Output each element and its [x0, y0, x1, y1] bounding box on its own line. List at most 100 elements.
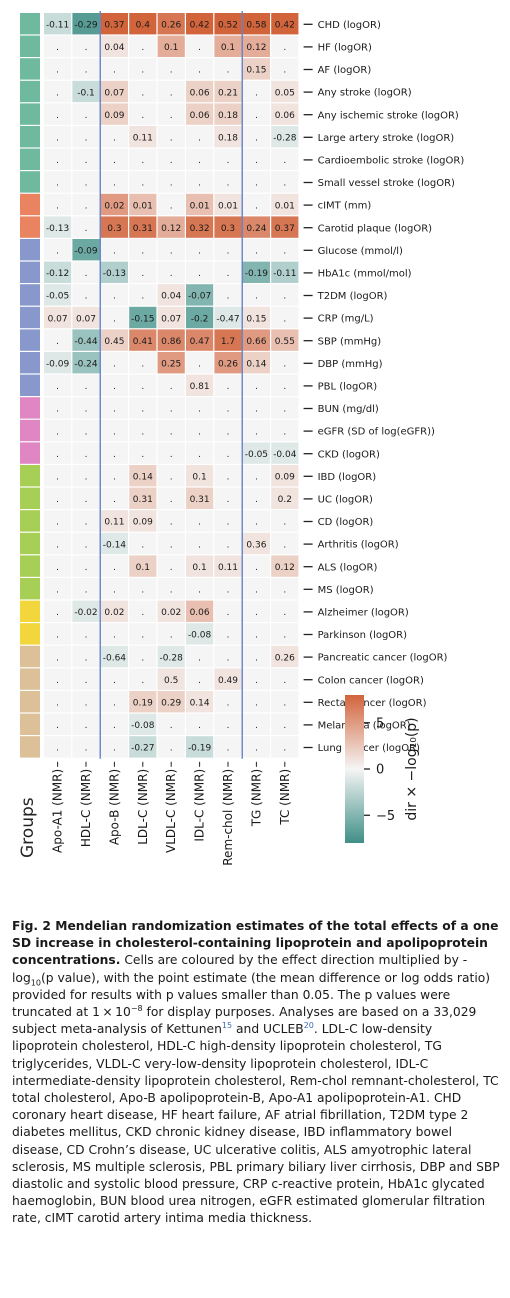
cell-value: .	[56, 66, 59, 76]
cell-value: 0.5	[164, 676, 178, 686]
cell-value: .	[283, 292, 286, 302]
heatmap-cell	[44, 713, 72, 735]
cell-value: 0.04	[104, 43, 124, 53]
heatmap-cell	[214, 80, 242, 103]
cell-value: .	[255, 518, 258, 528]
heatmap-cell	[72, 419, 100, 442]
cell-value: -0.08	[131, 721, 155, 731]
cell-value: -0.64	[103, 653, 127, 663]
heatmap-cell	[271, 171, 299, 193]
column-label: VLDL-C (NMR)	[164, 769, 178, 853]
cell-value: .	[141, 247, 144, 257]
cell-value: 0.06	[190, 608, 210, 618]
heatmap-cell	[242, 555, 270, 577]
heatmap-cell	[100, 193, 128, 216]
group-cell	[20, 600, 40, 622]
heatmap-cell	[186, 261, 214, 283]
cell-value: 0.86	[161, 337, 181, 347]
heatmap-cell	[186, 216, 214, 238]
group-cell	[20, 148, 40, 170]
heatmap-cell	[242, 465, 270, 487]
cell-value: .	[170, 744, 173, 754]
heatmap-cell	[157, 58, 185, 80]
cell-value: 0.36	[246, 540, 266, 550]
heatmap-cell	[271, 58, 299, 80]
heatmap-cell	[242, 600, 270, 622]
cell-value: .	[198, 43, 201, 53]
cell-value: -0.13	[103, 269, 126, 279]
cell-value: 1.7	[221, 337, 235, 347]
cell-value: .	[113, 495, 116, 505]
cell-value: .	[56, 88, 59, 98]
heatmap-cell	[242, 261, 270, 283]
caption-text-1: Cells are coloured by the effect directi…	[12, 953, 468, 985]
heatmap-cell	[186, 306, 214, 329]
colorbar-tick-label: 0	[376, 763, 384, 778]
heatmap-cell	[44, 306, 72, 329]
heatmap-cell	[129, 171, 157, 193]
heatmap-cell	[100, 532, 128, 555]
cell-value: -0.09	[46, 360, 70, 370]
heatmap-cell	[186, 668, 214, 690]
cell-value: .	[85, 721, 88, 731]
heatmap-cell	[129, 148, 157, 170]
cell-value: .	[56, 405, 59, 415]
cell-value: .	[113, 314, 116, 324]
cell-value: .	[255, 721, 258, 731]
row-label: HF (logOR)	[318, 43, 372, 54]
heatmap-cell	[44, 216, 72, 238]
heatmap-cell	[186, 510, 214, 532]
cell-value: .	[170, 405, 173, 415]
heatmap-cell	[242, 442, 270, 464]
cell-value: -0.08	[188, 631, 212, 641]
heatmap-cell	[186, 13, 214, 35]
cell-value: 0.26	[275, 653, 295, 663]
heatmap-cell	[157, 148, 185, 170]
heatmap-cell	[186, 239, 214, 261]
cell-value: .	[85, 450, 88, 460]
heatmap-cell	[186, 691, 214, 713]
cell-value: .	[56, 382, 59, 392]
cell-value: .	[56, 721, 59, 731]
heatmap-cell	[129, 419, 157, 442]
heatmap-cell	[186, 35, 214, 57]
heatmap-cell	[100, 442, 128, 464]
cell-value: .	[113, 382, 116, 392]
heatmap-cell	[214, 623, 242, 645]
cell-value: .	[255, 586, 258, 596]
cell-value: .	[113, 427, 116, 437]
heatmap-cell	[186, 148, 214, 170]
cell-value: .	[141, 608, 144, 618]
heatmap-cell	[72, 239, 100, 261]
heatmap-cell	[242, 103, 270, 125]
heatmap-cell	[214, 713, 242, 735]
cell-value: .	[283, 382, 286, 392]
heatmap-cell	[44, 645, 72, 668]
cell-value: 0.07	[161, 314, 181, 324]
cell-value: .	[170, 201, 173, 211]
group-cell	[20, 623, 40, 645]
heatmap-cell	[214, 306, 242, 329]
cell-value: .	[283, 43, 286, 53]
cell-value: .	[85, 66, 88, 76]
cell-value: 0.02	[161, 608, 181, 618]
row-label: PBL (logOR)	[318, 382, 378, 393]
cell-value: .	[227, 292, 230, 302]
column-label: IDL-C (NMR)	[193, 769, 207, 842]
cell-value: 0.47	[190, 337, 210, 347]
heatmap-cell	[242, 510, 270, 532]
cell-value: .	[198, 405, 201, 415]
heatmap-cell	[100, 600, 128, 622]
cell-value: .	[255, 495, 258, 505]
reference-15[interactable]: 15	[221, 1021, 233, 1031]
cell-value: .	[198, 66, 201, 76]
heatmap-cells: -0.11 -0.29 0.37 0.4 0.26 0.42 0.52 0.58 0.42.. 0…	[44, 13, 299, 758]
cell-value: 0.21	[218, 88, 238, 98]
heatmap-cell	[129, 736, 157, 758]
reference-20[interactable]: 20	[303, 1021, 314, 1031]
heatmap-cell	[214, 374, 242, 396]
caption-text-2: (p value), with the point estimate (the …	[12, 970, 491, 1020]
cell-value: .	[85, 563, 88, 573]
group-cell	[20, 374, 40, 396]
caption-text-5: . LDL-C low-density lipoprotein choleste…	[12, 1022, 500, 1226]
